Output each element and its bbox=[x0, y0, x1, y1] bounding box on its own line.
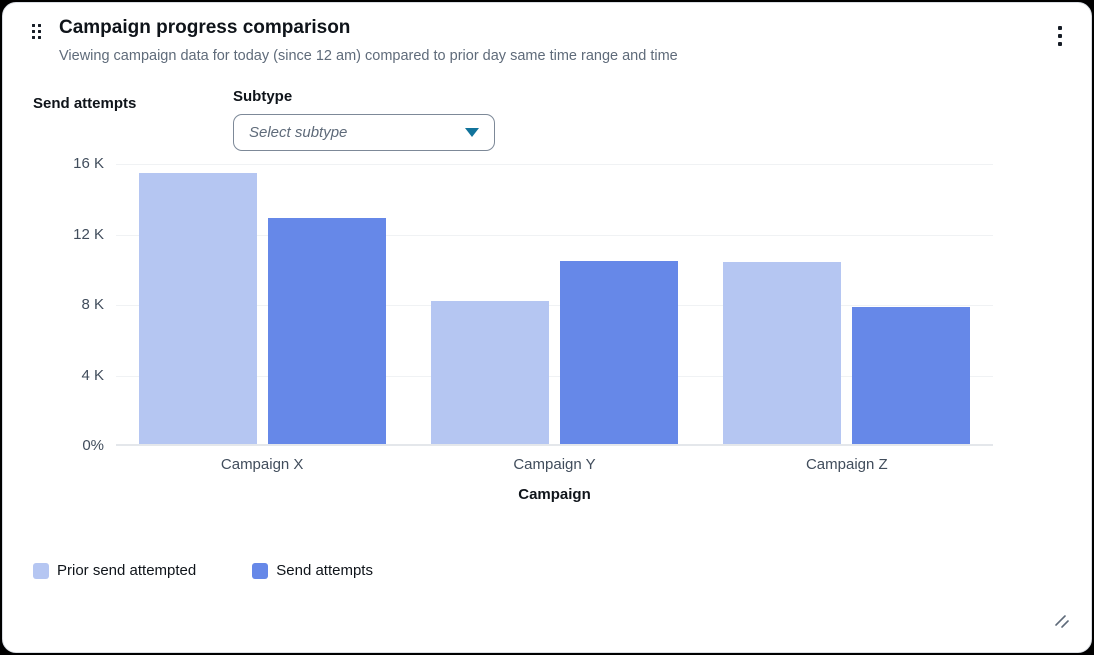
widget-title: Campaign progress comparison bbox=[59, 17, 351, 38]
gridline bbox=[116, 375, 993, 377]
bar[interactable] bbox=[559, 260, 678, 444]
chart-legend: Prior send attempted Send attempts bbox=[33, 562, 373, 579]
gridline bbox=[116, 234, 993, 236]
gridline bbox=[116, 305, 993, 306]
y-tick-label: 16 K bbox=[73, 155, 104, 172]
y-tick-label: 12 K bbox=[73, 225, 104, 243]
bar[interactable] bbox=[430, 301, 549, 444]
x-tick-label: Campaign X bbox=[220, 456, 304, 473]
subtype-select[interactable]: Select subtype bbox=[233, 114, 495, 151]
gridline bbox=[116, 164, 993, 165]
y-tick-label: 0% bbox=[82, 437, 104, 454]
subtype-placeholder: Select subtype bbox=[249, 124, 348, 141]
x-tick-label: Campaign Y bbox=[513, 456, 596, 473]
y-tick-label: 4 K bbox=[81, 366, 104, 384]
legend-item[interactable]: Prior send attempted bbox=[33, 562, 196, 579]
widget-subtitle: Viewing campaign data for today (since 1… bbox=[59, 48, 678, 64]
drag-handle-icon[interactable] bbox=[32, 24, 41, 39]
legend-swatch-icon bbox=[252, 562, 269, 579]
legend-swatch-icon bbox=[33, 562, 49, 579]
bar-group bbox=[701, 164, 993, 444]
bar-group bbox=[116, 164, 408, 444]
x-axis-labels: Campaign X Campaign Y Campaign Z bbox=[116, 456, 993, 473]
bar[interactable] bbox=[138, 172, 257, 444]
bar-group bbox=[408, 164, 700, 444]
x-axis-title: Campaign bbox=[518, 486, 591, 503]
bar[interactable] bbox=[723, 262, 842, 444]
bar-layer bbox=[116, 164, 993, 444]
subtype-label: Subtype bbox=[233, 88, 293, 105]
y-axis-title: Send attempts bbox=[33, 95, 137, 112]
widget-menu-button[interactable] bbox=[1045, 17, 1075, 55]
legend-item[interactable]: Send attempts bbox=[252, 562, 373, 579]
kebab-menu-icon bbox=[1058, 26, 1062, 46]
chevron-down-icon bbox=[465, 128, 479, 137]
x-tick-label: Campaign Z bbox=[805, 456, 888, 473]
bar[interactable] bbox=[852, 306, 971, 444]
bar[interactable] bbox=[267, 218, 386, 444]
legend-item-label: Prior send attempted bbox=[57, 562, 197, 579]
y-tick-label: 8 K bbox=[81, 296, 104, 313]
resize-handle-icon[interactable] bbox=[1053, 613, 1071, 636]
legend-item-label: Send attempts bbox=[276, 562, 373, 579]
